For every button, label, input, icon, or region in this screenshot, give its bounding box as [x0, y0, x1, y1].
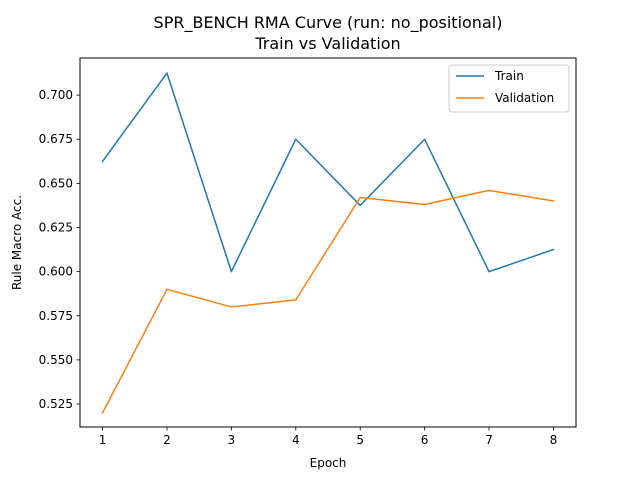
y-tick-label: 0.650 — [39, 176, 73, 190]
x-tick-label: 2 — [163, 433, 171, 447]
x-tick-label: 7 — [485, 433, 493, 447]
y-tick-label: 0.575 — [39, 309, 73, 323]
x-axis-label: Epoch — [310, 456, 347, 470]
series-lines — [101, 72, 555, 414]
y-tick-label: 0.700 — [39, 88, 73, 102]
legend: Train Validation — [448, 64, 570, 113]
y-tick-label: 0.675 — [39, 132, 73, 146]
x-tick-label: 5 — [356, 433, 364, 447]
chart-title-line-1: SPR_BENCH RMA Curve (run: no_positional) — [154, 13, 503, 33]
x-tick-label: 1 — [99, 433, 107, 447]
y-axis-label: Rule Macro Acc. — [10, 195, 24, 290]
y-tick-label: 0.625 — [39, 220, 73, 234]
x-tick-label: 6 — [421, 433, 429, 447]
x-tick-label: 8 — [550, 433, 558, 447]
series-line-validation — [101, 189, 555, 414]
y-tick-label: 0.550 — [39, 353, 73, 367]
legend-train-label: Train — [494, 69, 524, 83]
series-line-train — [101, 72, 555, 273]
plot-frame — [79, 57, 577, 428]
chart-title-line-2: Train vs Validation — [254, 34, 400, 53]
x-tick-label: 4 — [292, 433, 300, 447]
y-tick-label: 0.600 — [39, 265, 73, 279]
x-tick-label: 3 — [228, 433, 236, 447]
axis-ticks: 1 2 3 4 5 6 7 8 0.525 0.550 0.575 0.600 0.625 0.650 0.… — [39, 88, 558, 447]
legend-validation-label: Validation — [495, 91, 554, 105]
y-tick-label: 0.525 — [39, 397, 73, 411]
